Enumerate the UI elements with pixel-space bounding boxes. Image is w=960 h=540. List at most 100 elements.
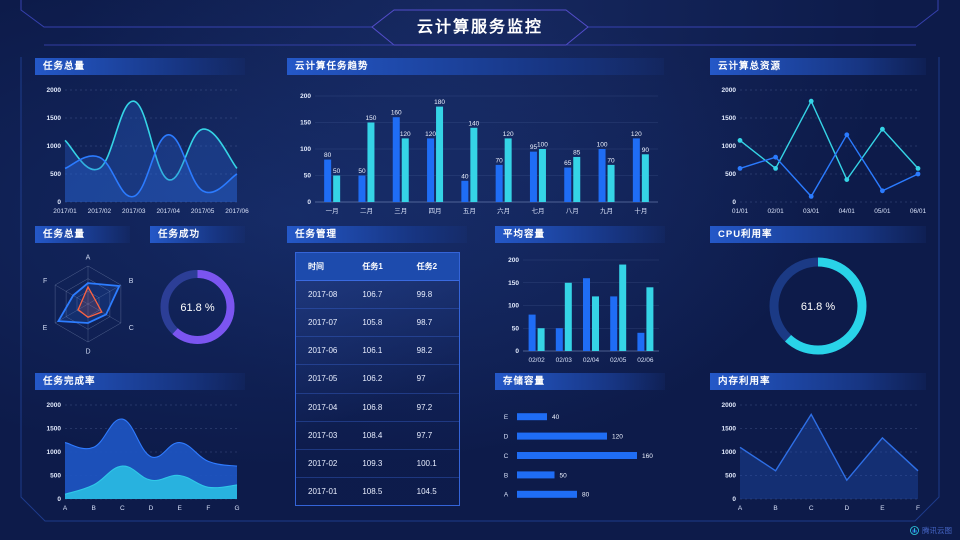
svg-text:1000: 1000 <box>722 449 737 456</box>
panel-header: 任务完成率 <box>35 373 245 390</box>
svg-text:500: 500 <box>725 171 736 178</box>
task-radar-chart[interactable]: A B C D E F <box>35 248 134 366</box>
svg-text:D: D <box>85 349 90 356</box>
svg-text:E: E <box>177 505 182 512</box>
panel-cpu-usage: CPU利用率 61.8 % <box>710 226 926 364</box>
svg-text:02/01: 02/01 <box>767 208 784 215</box>
svg-text:40: 40 <box>461 173 469 180</box>
table-header-row: 时间 任务1 任务2 <box>296 253 459 282</box>
svg-text:80: 80 <box>324 152 332 159</box>
svg-text:06/01: 06/01 <box>910 208 927 215</box>
panel-task-table: 任务管理 时间 任务1 任务2 2017-08 106.7 99.8 2017-07 105.… <box>287 226 467 510</box>
panel-title: 任务总量 <box>43 229 86 240</box>
table-cell: 108.5 <box>362 486 383 496</box>
svg-text:160: 160 <box>391 110 402 117</box>
svg-text:160: 160 <box>642 453 653 460</box>
table-cell: 106.7 <box>362 290 383 300</box>
svg-text:50: 50 <box>512 325 520 332</box>
svg-text:B: B <box>773 505 777 512</box>
brand-text: 腾讯云图 <box>922 526 952 535</box>
svg-text:150: 150 <box>508 280 519 287</box>
panel-title: 任务总量 <box>43 61 86 72</box>
svg-text:2017/05: 2017/05 <box>191 208 215 215</box>
svg-text:B: B <box>129 278 134 285</box>
table-row: 2017-08 106.7 99.8 <box>296 281 459 310</box>
panel-title: 任务成功 <box>158 229 201 240</box>
svg-text:100: 100 <box>300 146 311 153</box>
table-cell: 108.4 <box>362 430 383 440</box>
svg-text:D: D <box>149 505 154 512</box>
svg-text:A: A <box>738 505 743 512</box>
svg-text:120: 120 <box>503 131 514 138</box>
table-cell: 105.8 <box>362 318 383 328</box>
svg-text:E: E <box>504 414 509 421</box>
svg-text:180: 180 <box>434 99 445 106</box>
svg-text:50: 50 <box>333 168 341 175</box>
svg-text:02/05: 02/05 <box>610 357 627 364</box>
svg-text:C: C <box>120 505 125 512</box>
panel-title: 任务完成率 <box>43 376 96 387</box>
storage-hbar-chart[interactable]: E 40 D 120 C 160 B 50 A 80 <box>495 395 665 512</box>
svg-text:0: 0 <box>732 199 736 206</box>
task-completion-area-chart[interactable]: 0 500 1000 1500 2000 A B C D E F G <box>35 395 245 512</box>
table-cell: 97.7 <box>416 430 433 440</box>
panel-header: 云计算总资源 <box>710 58 926 75</box>
table-cell: 2017-07 <box>308 318 338 328</box>
cloud-task-trend-chart[interactable]: 0 50 100 150 200 一月 二月 三月 四月 五月 六月 七月 八月 九月 十月 80 50 160 1… <box>287 80 664 215</box>
svg-text:95: 95 <box>530 144 538 151</box>
svg-text:八月: 八月 <box>566 207 579 215</box>
svg-text:十月: 十月 <box>634 206 647 215</box>
panel-cloud-resource: 云计算总资源 0 500 1000 1500 2000 01/01 02/01 03/01 04… <box>710 58 927 215</box>
panel-storage-capacity: 存储容量 E 40 D 120 C 160 B 50 A 80 <box>495 373 665 512</box>
svg-text:70: 70 <box>496 157 504 164</box>
svg-text:2017/03: 2017/03 <box>122 208 146 215</box>
svg-text:九月: 九月 <box>600 206 613 215</box>
svg-text:二月: 二月 <box>360 207 373 215</box>
cpu-donut-chart[interactable]: 61.8 % <box>710 248 926 364</box>
panel-header: 云计算任务趋势 <box>287 58 664 75</box>
panel-header: 任务总量 <box>35 58 245 75</box>
brand-watermark[interactable]: 腾讯云图 <box>910 525 952 536</box>
svg-text:B: B <box>504 472 508 479</box>
panel-task-success: 任务成功 61.8 % <box>150 226 245 366</box>
table-cell: 98.7 <box>416 318 433 328</box>
task-total-line-chart[interactable]: 0 500 1000 1500 2000 2017/01 2017/02 2017/03 201… <box>35 80 250 215</box>
svg-text:1000: 1000 <box>47 449 62 456</box>
svg-text:150: 150 <box>300 120 311 127</box>
svg-text:500: 500 <box>50 171 61 178</box>
svg-text:120: 120 <box>400 131 411 138</box>
task-success-donut-chart[interactable]: 61.8 % <box>150 248 245 366</box>
svg-text:500: 500 <box>725 473 736 480</box>
panel-title: 存储容量 <box>503 376 546 387</box>
svg-text:2017/04: 2017/04 <box>156 208 180 215</box>
panel-task-radar: 任务总量 A B C D E F <box>35 226 134 366</box>
cloud-resource-line-chart[interactable]: 0 500 1000 1500 2000 01/01 02/01 03/01 04/01 05/0… <box>710 80 927 215</box>
svg-text:40: 40 <box>552 414 560 421</box>
svg-text:C: C <box>504 453 509 460</box>
svg-text:1500: 1500 <box>722 115 737 122</box>
svg-text:120: 120 <box>425 131 436 138</box>
table-cell: 2017-01 <box>308 486 338 496</box>
svg-text:02/06: 02/06 <box>637 357 654 364</box>
svg-text:E: E <box>43 325 48 332</box>
svg-text:90: 90 <box>642 147 650 154</box>
avg-capacity-bar-chart[interactable]: 0 50 100 150 200 02/02 02/03 02/04 02/05 02/06 <box>495 248 665 364</box>
table-cell: 97.2 <box>416 402 433 412</box>
svg-text:150: 150 <box>366 115 377 122</box>
table-row: 2017-05 106.2 97 <box>296 365 459 394</box>
memory-line-chart[interactable]: 0 500 1000 1500 2000 A B C D E F <box>710 395 926 512</box>
panel-header: 任务管理 <box>287 226 467 243</box>
table-cell: 104.5 <box>416 486 437 496</box>
svg-text:0: 0 <box>57 199 61 206</box>
svg-text:2000: 2000 <box>47 402 62 409</box>
svg-text:F: F <box>206 505 210 512</box>
svg-text:0: 0 <box>732 496 736 503</box>
svg-text:02/02: 02/02 <box>528 357 545 364</box>
table-cell: 106.2 <box>362 374 383 384</box>
svg-text:120: 120 <box>612 434 623 441</box>
svg-text:50: 50 <box>304 173 312 180</box>
svg-text:E: E <box>880 505 885 512</box>
page-title: 云计算服务监控 <box>416 19 543 36</box>
svg-text:61.8 %: 61.8 % <box>180 302 214 314</box>
table-cell: 2017-03 <box>308 430 338 440</box>
